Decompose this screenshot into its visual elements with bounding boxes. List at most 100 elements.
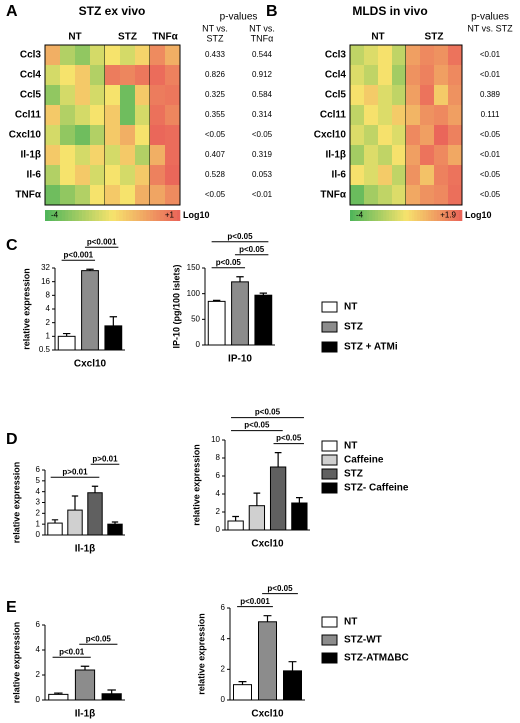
heat-cell <box>120 85 136 106</box>
colorbar-segment <box>434 210 438 221</box>
y-axis-label: relative expression <box>21 268 31 350</box>
y-tick-label: 16 <box>41 277 50 286</box>
legend-label: NT <box>344 441 357 452</box>
heat-cell <box>392 165 407 186</box>
heat-cell <box>448 145 463 166</box>
heat-cell <box>350 145 365 166</box>
y-tick-label: 6 <box>36 620 41 629</box>
heat-cell <box>135 165 151 186</box>
legend-label: STZ- Caffeine <box>344 483 409 494</box>
colorbar-segment <box>102 210 107 221</box>
table-cell: <0.05 <box>252 130 273 139</box>
colorbar-segment <box>176 210 181 221</box>
heat-cell <box>105 105 121 126</box>
colorbar-segment <box>153 210 157 221</box>
heat-cell <box>75 145 91 166</box>
colorbar-segment <box>428 210 432 221</box>
bar <box>231 281 249 346</box>
colorbar-segment <box>65 210 69 221</box>
bar <box>227 520 244 531</box>
colorbar-label: Log10 <box>183 210 210 220</box>
heat-cell <box>364 185 379 206</box>
legend-swatch <box>321 440 338 452</box>
bar <box>104 325 123 351</box>
heat-cell <box>135 65 151 86</box>
heat-cell <box>165 105 181 126</box>
heat-cell <box>45 165 61 186</box>
heat-cell <box>378 105 393 126</box>
colorbar-segment <box>75 210 80 221</box>
legend-swatch <box>321 616 338 628</box>
legend-swatch <box>321 301 338 313</box>
colorbar-segment <box>48 210 53 221</box>
y-axis-label: IP-10 (pg/100 islets) <box>171 264 181 348</box>
bar <box>47 522 63 536</box>
legend-label: Caffeine <box>344 455 384 466</box>
y-tick-label: 1 <box>46 331 51 340</box>
row-label: TNFα <box>320 190 346 201</box>
heat-cell <box>378 85 393 106</box>
error-bar <box>236 276 244 282</box>
significance-label: p>0.01 <box>92 454 118 463</box>
table-cell: 0.053 <box>252 170 273 179</box>
heat-cell <box>364 45 379 66</box>
colorbar-segment <box>129 210 134 221</box>
legend-label: NT <box>344 302 357 313</box>
heat-cell <box>434 105 449 126</box>
colorbar-segment <box>369 210 373 221</box>
heat-cell <box>60 105 76 126</box>
row-label: Ccl3 <box>325 50 347 61</box>
table-cell: 0.544 <box>252 50 273 59</box>
row-label: Cxcl10 <box>9 130 42 141</box>
heat-cell <box>90 165 106 186</box>
colorbar-segment <box>355 210 359 221</box>
colorbar-segment <box>72 210 76 221</box>
y-tick-label: 10 <box>211 435 220 444</box>
y-axis-label: relative expression <box>196 613 206 695</box>
significance-label: p<0.05 <box>255 408 281 417</box>
heat-cell <box>420 105 435 126</box>
heat-cell <box>350 125 365 146</box>
heat-cell <box>165 145 181 166</box>
y-tick-label: 2 <box>221 664 226 673</box>
colorbar-segment <box>400 210 404 221</box>
heat-cell <box>90 45 106 66</box>
heat-cell <box>434 65 449 86</box>
colorbar-segment <box>163 210 167 221</box>
significance-label: p<0.05 <box>267 584 293 593</box>
heat-cell <box>392 105 407 126</box>
colorbar-segment <box>51 210 56 221</box>
row-label: Ccl4 <box>20 70 42 81</box>
row-label: Ccl11 <box>320 110 347 121</box>
heat-cell <box>90 125 106 146</box>
table-header: NT vs. STZ <box>467 23 513 33</box>
colorbar-tick-label: -4 <box>51 211 59 220</box>
heat-cell <box>45 105 61 126</box>
colorbar-segment <box>92 210 96 221</box>
colorbar-segment <box>159 210 164 221</box>
colorbar-segment <box>397 210 401 221</box>
heat-cell <box>45 185 61 206</box>
heat-cell <box>45 65 61 86</box>
colorbar-segment <box>389 210 393 221</box>
heat-cell <box>135 145 151 166</box>
colorbar-segment <box>146 210 150 221</box>
heat-cell <box>350 185 365 206</box>
heat-cell <box>364 105 379 126</box>
colorbar-segment <box>420 210 424 221</box>
colorbar-segment <box>166 210 171 221</box>
chart-title: STZ ex vivo <box>79 4 146 18</box>
heat-cell <box>150 185 166 206</box>
heat-cell <box>165 165 181 186</box>
heat-cell <box>448 105 463 126</box>
heatmap-border <box>44 44 181 206</box>
row-label: Il-1β <box>20 150 41 161</box>
colorbar-segment <box>456 210 460 221</box>
colorbar-segment <box>375 210 379 221</box>
heat-cell <box>135 125 151 146</box>
table-cell: <0.05 <box>205 130 226 139</box>
heat-cell <box>135 45 151 66</box>
significance-label: p>0.01 <box>62 467 88 476</box>
row-label: Ccl3 <box>20 50 42 61</box>
heat-cell <box>392 65 407 86</box>
